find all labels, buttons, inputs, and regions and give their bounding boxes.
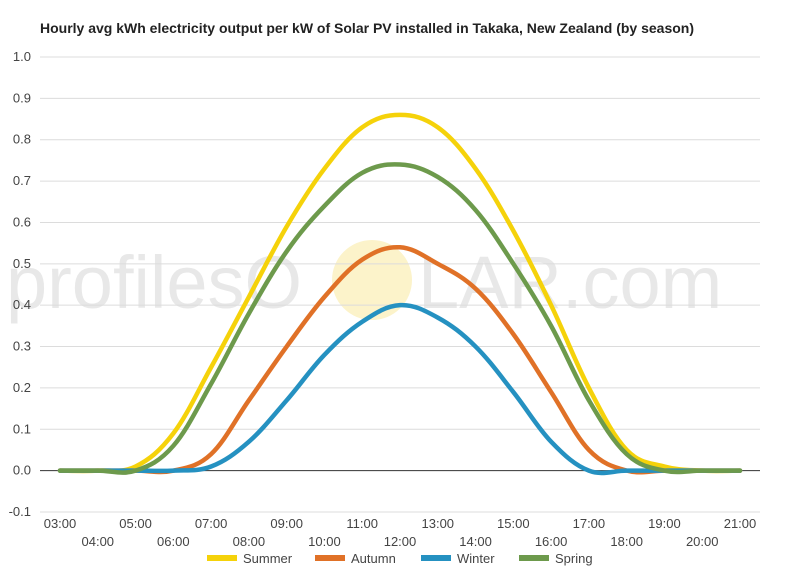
x-tick-label: 20:00	[686, 534, 719, 549]
x-tick-label: 12:00	[384, 534, 417, 549]
legend-swatch-autumn	[315, 555, 345, 561]
y-tick-label: 0.8	[13, 132, 31, 147]
x-tick-label: 17:00	[573, 516, 606, 531]
x-tick-label: 10:00	[308, 534, 341, 549]
y-tick-label: 1.0	[13, 49, 31, 64]
series-lines	[57, 112, 743, 476]
x-tick-label: 13:00	[422, 516, 455, 531]
legend-label-spring: Spring	[555, 551, 593, 566]
y-tick-label: 0.0	[13, 463, 31, 478]
x-tick-label: 04:00	[82, 534, 115, 549]
y-tick-label: 0.2	[13, 380, 31, 395]
x-axis-ticks: 03:00 04:00 05:00 06:00 07:00 08:00 09:00 10:00…	[44, 516, 757, 549]
series-line-summer	[57, 112, 743, 474]
legend-label-autumn: Autumn	[351, 551, 396, 566]
y-tick-label: 0.1	[13, 421, 31, 436]
y-tick-label: 0.6	[13, 214, 31, 229]
y-tick-label: 0.5	[13, 256, 31, 271]
x-tick-label: 19:00	[648, 516, 681, 531]
y-axis-ticks: -0.1 0.0 0.1 0.2 0.3 0.4 0.5 0.6 0.7 0.8 0.9 1.0	[9, 49, 31, 519]
legend-label-winter: Winter	[457, 551, 495, 566]
gridlines	[40, 56, 760, 513]
x-tick-label: 15:00	[497, 516, 530, 531]
x-tick-label: 05:00	[119, 516, 152, 531]
watermark: profilesO LAR.com	[6, 240, 722, 324]
x-tick-label: 03:00	[44, 516, 77, 531]
legend-label-summer: Summer	[243, 551, 293, 566]
y-tick-label: 0.9	[13, 90, 31, 105]
x-tick-label: 14:00	[459, 534, 492, 549]
legend-swatch-spring	[519, 555, 549, 561]
series-line-winter	[57, 302, 743, 476]
x-tick-label: 09:00	[270, 516, 303, 531]
x-tick-label: 16:00	[535, 534, 568, 549]
y-tick-label: -0.1	[9, 504, 31, 519]
series-line-spring	[57, 162, 743, 475]
watermark-sun-icon	[332, 240, 412, 320]
x-tick-label: 06:00	[157, 534, 190, 549]
x-tick-label: 08:00	[233, 534, 266, 549]
legend-swatch-winter	[421, 555, 451, 561]
y-tick-label: 0.4	[13, 297, 31, 312]
y-tick-label: 0.7	[13, 173, 31, 188]
watermark-text-right: LAR.com	[418, 241, 722, 324]
x-tick-label: 07:00	[195, 516, 228, 531]
x-tick-label: 11:00	[346, 516, 378, 531]
legend-swatch-summer	[207, 555, 237, 561]
x-tick-label: 18:00	[610, 534, 643, 549]
legend: Summer Autumn Winter Spring	[207, 551, 593, 566]
x-tick-label: 21:00	[724, 516, 757, 531]
chart-title: Hourly avg kWh electricity output per kW…	[40, 20, 695, 36]
y-tick-label: 0.3	[13, 339, 31, 354]
